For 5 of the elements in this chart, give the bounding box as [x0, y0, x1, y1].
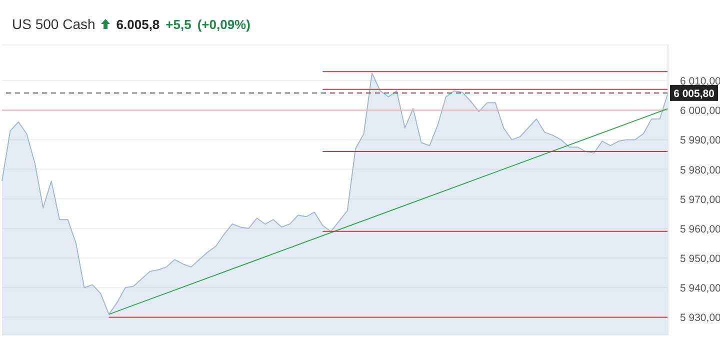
text: (+0,09%): [197, 16, 250, 32]
text: 6.005,8: [116, 16, 160, 32]
text: +5,5: [166, 16, 192, 32]
ref-line-label: 6 005,80: [674, 88, 715, 100]
chart-title: US 500 Cash: [12, 16, 96, 32]
